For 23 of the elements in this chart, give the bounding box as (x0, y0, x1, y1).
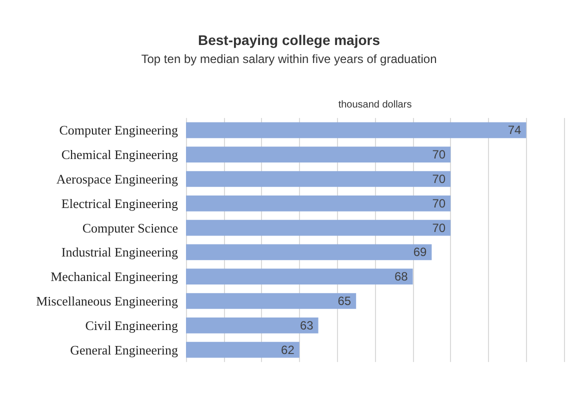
y-tick-label: Miscellaneous Engineering (36, 294, 178, 308)
data-label: 70 (432, 172, 446, 186)
y-tick-label: General Engineering (70, 342, 178, 358)
y-tick-label: Computer Science (82, 220, 178, 236)
data-label: 70 (432, 148, 446, 162)
data-label: 70 (432, 196, 446, 210)
data-label: 63 (300, 318, 314, 332)
x-axis-title: thousand dollars (338, 100, 412, 110)
y-tick-label: Computer Engineering (59, 122, 178, 138)
y-tick-label: Industrial Engineering (61, 244, 178, 260)
y-tick-label: Civil Engineering (85, 318, 178, 333)
y-tick-label: Electrical Engineering (61, 196, 178, 211)
data-label: 74 (508, 123, 522, 138)
data-label: 69 (413, 245, 428, 260)
chart-subtitle: Top ten by median salary within five years of graduation (141, 52, 437, 66)
data-label: 65 (338, 294, 352, 308)
y-tick-label: Mechanical Engineering (50, 269, 178, 284)
data-label: 62 (281, 342, 295, 357)
chart-title: Best-paying college majors (198, 32, 380, 48)
data-label: 68 (394, 270, 408, 284)
y-tick-label: Aerospace Engineering (56, 172, 178, 186)
data-label: 70 (432, 220, 446, 235)
y-tick-label: Chemical Engineering (61, 147, 178, 162)
